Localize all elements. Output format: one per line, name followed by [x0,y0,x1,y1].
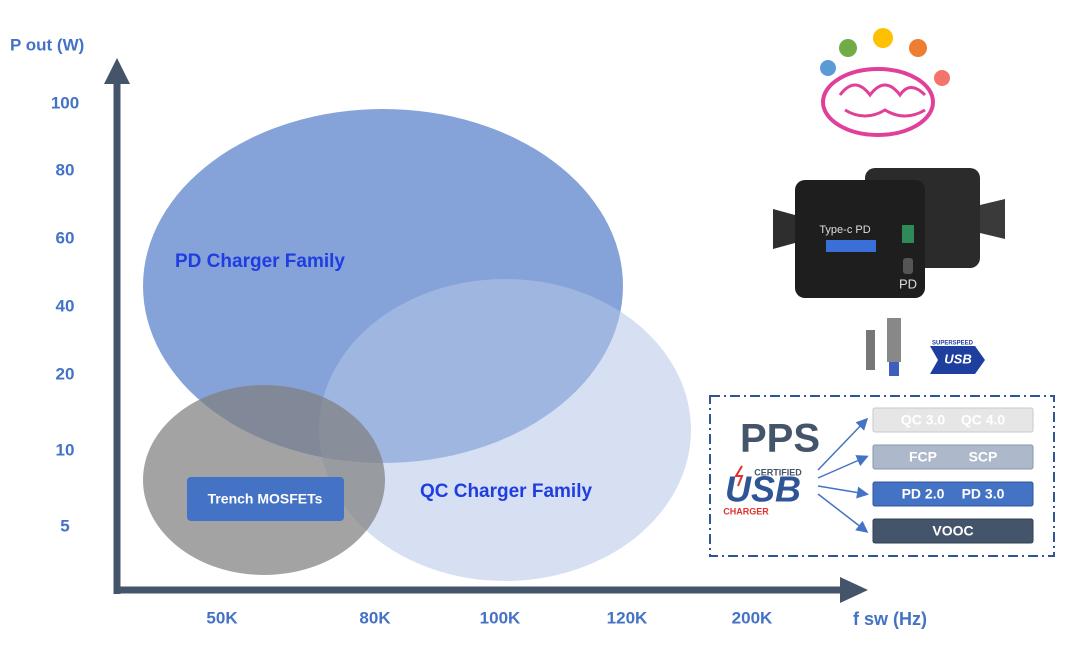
brain-icon [820,28,950,137]
protocol-label: PD 3.0 [962,486,1005,502]
protocol-box [872,444,1034,470]
y-axis-label: P out (W) [10,35,84,54]
charger-badge: PD [899,276,917,291]
y-tick-label: 10 [56,440,75,459]
protocol-box [872,518,1034,544]
y-tick-label: 60 [56,228,75,247]
charger-model: Type-c PD [819,224,870,236]
y-tick-label: 80 [56,160,75,179]
x-arrow [840,577,868,603]
charger-icon: Type-c PD PD [773,168,1005,298]
x-tick-label: 100K [480,608,521,627]
x-tick-label: 50K [206,608,238,627]
arrow [817,417,869,471]
y-tick-label: 20 [56,364,75,383]
protocol-label: SCP [969,449,998,465]
bolt-icon [734,465,744,487]
protocol-box [872,481,1034,507]
superspeed-logo: SUPERSPEED USB [930,341,985,374]
x-tick-label: 80K [359,608,391,627]
qc-label: QC Charger Family [420,481,593,502]
superspeed-usb: USB [944,351,971,366]
cable-icon [866,318,901,376]
mosfet-label: Trench MOSFETs [208,491,323,507]
protocol-box [872,407,1034,433]
pd-label: PD Charger Family [175,251,345,272]
arrow [817,493,869,533]
y-tick-label: 40 [56,296,75,315]
y-arrow [104,58,130,84]
protocol-label: QC 4.0 [961,412,1006,428]
protocol-label: FCP [909,449,937,465]
arrow [817,485,869,499]
x-tick-label: 200K [732,608,773,627]
mosfet-box [187,477,344,521]
arrow [817,455,869,479]
protocol-label: VOOC [932,523,973,539]
qc-region [319,279,691,581]
charger-label: CHARGER [723,506,769,516]
protocol-frame [709,395,1055,557]
y-tick-label: 5 [60,516,69,535]
pps-label: PPS [740,417,820,461]
certified-label: CERTIFIED [754,467,802,477]
protocol-label: PD 2.0 [902,486,945,502]
protocol-label: QC 3.0 [901,412,946,428]
x-axis-label: f sw (Hz) [853,609,927,629]
x-tick-label: 120K [607,608,648,627]
y-tick-label: 100 [51,93,79,112]
superspeed-top: SUPERSPEED [932,341,974,347]
